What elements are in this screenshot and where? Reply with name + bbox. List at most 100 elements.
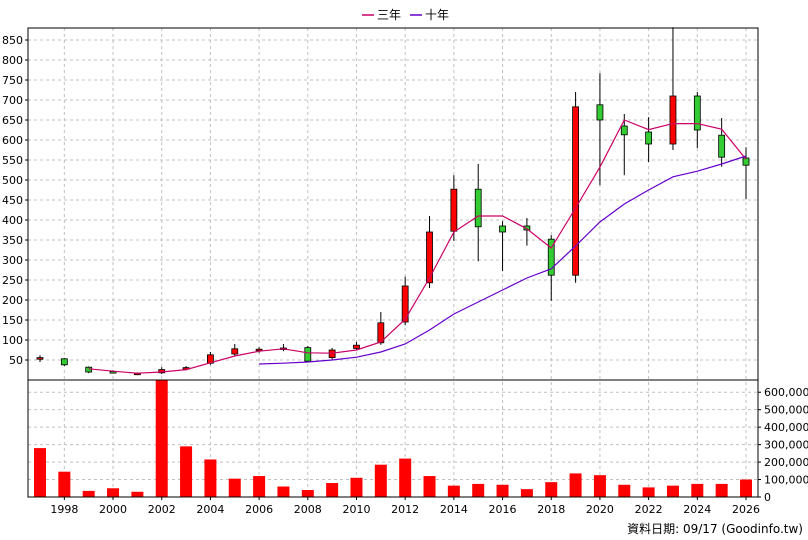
volume-bar [350,477,363,497]
price-tick-label: 700 [2,94,23,107]
candle-body [377,322,385,344]
volume-tick-label: 100,000 [764,474,808,487]
candle-body [742,157,750,166]
volume-bar [423,476,436,497]
candle-body [669,95,677,145]
price-axis-ticks: 50 100 150 200 250 300 350 400 450 500 550 600 650 70… [2,34,28,367]
x-tick-label: 2012 [391,503,419,516]
volume-bar [593,475,606,497]
x-tick-label: 2004 [196,503,224,516]
volume-tick-label: 500,000 [764,404,808,417]
volume-bar [277,486,290,497]
price-tick-label: 850 [2,34,23,47]
candle-body [596,104,604,121]
x-tick-label: 2026 [732,503,760,516]
x-tick-label: 2008 [294,503,322,516]
price-tick-label: 750 [2,74,23,87]
grid [28,28,758,497]
volume-bar [472,483,485,497]
volume-bar [131,491,144,497]
price-tick-label: 100 [2,334,23,347]
x-tick-label: 2010 [342,503,370,516]
volume-bar [520,489,533,497]
price-tick-label: 650 [2,114,23,127]
volume-bar [326,483,339,497]
x-tick-label: 2018 [537,503,565,516]
candle-body [499,225,506,233]
price-tick-label: 150 [2,314,23,327]
volume-bar [447,485,460,497]
price-tick-label: 350 [2,234,23,247]
volume-bars [34,380,752,497]
x-axis-ticks: 1998 2000 2002 2004 2006 2008 2010 2012 2014 2016… [50,497,760,516]
volume-bar [374,464,387,497]
volume-bar [155,380,168,497]
volume-panel-frame [27,379,759,498]
volume-bar [34,448,46,497]
x-tick-label: 2002 [148,503,176,516]
volume-bar [253,476,266,497]
price-tick-label: 550 [2,154,23,167]
volume-bar [107,488,120,497]
x-tick-label: 2020 [586,503,614,516]
volume-bar [82,490,95,497]
candle-body [401,285,409,323]
x-tick-label: 2000 [99,503,127,516]
volume-bar [715,483,728,497]
volume-axis-ticks: 0 100,000 200,000 300,000 400,000 500,000 600,… [758,386,808,504]
legend-label-three-year: 三年 [377,8,401,22]
candle-body [693,95,701,131]
x-tick-label: 1998 [50,503,78,516]
volume-bar [399,458,412,497]
moving-average-lines [88,119,747,374]
price-tick-label: 50 [9,354,23,367]
candle-body [304,347,312,362]
candle-body [450,188,458,232]
price-tick-label: 400 [2,214,23,227]
legend: 三年 十年 [362,8,449,22]
data-date-footer: 資料日期: 09/17 (Goodinfo.tw) [627,522,803,536]
x-tick-label: 2016 [489,503,517,516]
volume-bar [545,482,558,497]
volume-bar [228,478,241,497]
volume-bar [569,473,582,497]
volume-bar [301,490,314,497]
candle-body [353,344,360,349]
volume-tick-label: 600,000 [764,386,808,399]
volume-bar [496,484,509,497]
candle-body [718,134,726,158]
price-tick-label: 200 [2,294,23,307]
legend-label-ten-year: 十年 [425,8,449,22]
x-tick-label: 2022 [635,503,663,516]
volume-bar [691,483,704,497]
x-tick-label: 2006 [245,503,273,516]
price-tick-label: 450 [2,194,23,207]
volume-tick-label: 0 [764,491,771,504]
x-tick-label: 2024 [683,503,711,516]
price-tick-label: 500 [2,174,23,187]
candle-body [547,238,555,276]
candle-body [426,231,433,284]
ma-line-three-year [88,119,747,374]
volume-bar [618,484,631,497]
ma-line-ten-year [259,155,747,365]
price-tick-label: 800 [2,54,23,67]
candle-body [231,348,239,355]
candle-body [572,106,579,276]
candle-body [523,225,531,231]
candles [36,27,750,376]
volume-bar [740,479,752,497]
candle-body [620,125,628,136]
volume-tick-label: 200,000 [764,456,808,469]
volume-tick-label: 400,000 [764,421,808,434]
volume-bar [666,485,679,497]
plot-frames [27,27,759,498]
volume-bar [642,487,655,497]
volume-tick-label: 300,000 [764,439,808,452]
price-tick-label: 250 [2,274,23,287]
volume-bar [180,446,193,497]
candle-body [36,357,44,360]
candle-body [645,131,653,145]
price-tick-label: 600 [2,134,23,147]
